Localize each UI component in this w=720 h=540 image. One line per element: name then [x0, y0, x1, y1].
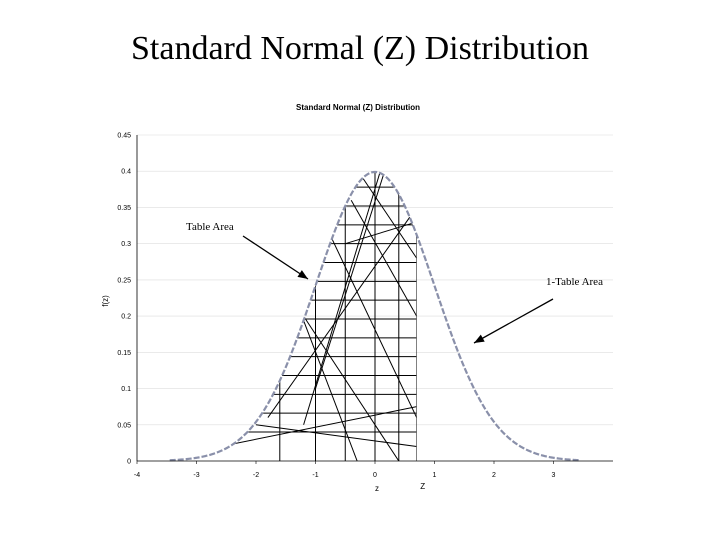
y-tick-label: 0.25 [117, 277, 131, 284]
hatch-lines [166, 171, 417, 462]
y-tick-label: 0 [127, 459, 131, 466]
x-tick-label: 0 [373, 472, 377, 479]
y-tick-label: 0.35 [117, 205, 131, 212]
y-tick-label: 0.05 [117, 422, 131, 429]
hatch-diagonal-line [350, 199, 417, 317]
curve-layer [169, 170, 581, 462]
y-tick-label: 0.2 [121, 314, 131, 321]
y-tick-label: 0.15 [117, 350, 131, 357]
hatch-diagonal-line [326, 228, 417, 418]
axes [136, 135, 613, 464]
hatch-diagonal-line [345, 221, 417, 245]
z-marker-label: Z [420, 482, 425, 491]
y-tick-label: 0.3 [121, 241, 131, 248]
x-tick-label: -1 [312, 472, 318, 479]
x-axis-label: z [375, 484, 379, 493]
one-minus-table-area-arrow [473, 298, 554, 344]
table-area-hatch [166, 171, 417, 462]
x-tick-label: 2 [492, 472, 496, 479]
hatch-diagonal-line [315, 171, 388, 389]
hatch-diagonal-line [220, 406, 417, 448]
hatch-diagonal-line [303, 171, 388, 425]
x-tick-labels: -4 -3 -2 -1 0 1 2 3 [134, 472, 556, 479]
table-area-arrowhead [297, 270, 308, 279]
normal-curve [169, 170, 581, 462]
x-tick-label: 3 [552, 472, 556, 479]
table-area-arrow [242, 235, 309, 280]
hatch-diagonal-line [267, 207, 417, 418]
hatch-diagonal-line [362, 178, 417, 259]
annotations: Table Area 1-Table Area [186, 221, 603, 344]
y-tick-labels: 0 0.05 0.1 0.15 0.2 0.25 0.3 0.35 0.4 0.45 [117, 133, 131, 466]
one-minus-table-area-annotation: 1-Table Area [546, 276, 603, 288]
one-minus-table-area-arrowhead [474, 334, 485, 343]
x-tick-label: -2 [253, 472, 259, 479]
y-axis-label: f(z) [101, 295, 110, 307]
table-area-annotation: Table Area [186, 221, 234, 233]
chart-title: Standard Normal (Z) Distribution [296, 103, 420, 112]
slide-title: Standard Normal (Z) Distribution [131, 30, 589, 67]
x-tick-label: -3 [193, 472, 199, 479]
y-tick-label: 0.4 [121, 169, 131, 176]
y-tick-label: 0.1 [121, 386, 131, 393]
hatch-diagonal-line [255, 424, 417, 448]
x-tick-label: 1 [433, 472, 437, 479]
y-tick-label: 0.45 [117, 133, 131, 140]
hatch-diagonal-line [303, 315, 400, 462]
x-tick-label: -4 [134, 472, 140, 479]
